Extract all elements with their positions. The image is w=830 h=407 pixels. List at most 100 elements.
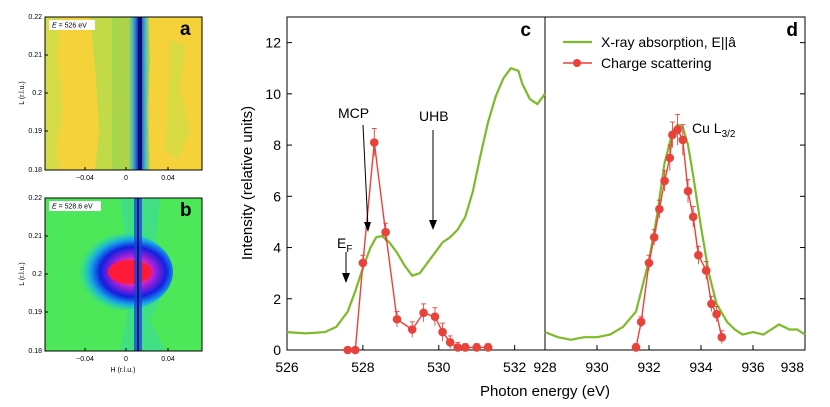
panel-label-d: d (786, 20, 798, 41)
legend-scattering-label: Charge scattering (601, 55, 712, 71)
map-b-energy-box (49, 201, 101, 211)
scattering-point (445, 338, 455, 347)
legend-absorption-label: X-ray absorption, E||â (601, 34, 736, 50)
y-axis-label: Intensity (relative units) (239, 106, 256, 260)
y-tick-label: 4 (273, 240, 281, 256)
map-a-edge-left (45, 17, 62, 170)
scattering-point (343, 345, 353, 355)
scattering-point (712, 309, 721, 319)
map-b-xtick: −0.04 (76, 356, 94, 363)
map-b-ylabel: L (r.l.u.) (19, 262, 26, 285)
scattering-point (358, 258, 368, 268)
map-b-ytick: 0.22 (28, 195, 42, 202)
map-a-ytick: 0.18 (28, 167, 42, 174)
panel-label-a: a (180, 19, 191, 40)
scattering-point (707, 299, 716, 309)
plot-frame (286, 16, 806, 351)
scattering-point (483, 343, 493, 352)
scattering-point (717, 332, 727, 342)
absorption-line-d (544, 123, 806, 341)
cu-label: Cu L (692, 120, 722, 136)
map-a-ytick: 0.19 (28, 128, 42, 135)
mcp-arrow-head (364, 222, 371, 232)
scattering-point (407, 325, 417, 334)
map-b-ytick: 0.21 (28, 233, 42, 240)
scattering-point (649, 232, 659, 242)
ef-label-sub: F (346, 244, 352, 255)
ef-label: E (337, 235, 346, 251)
map-b-ytick: 0.2 (32, 271, 42, 278)
scattering-line-c (347, 142, 489, 351)
scattering-point (631, 343, 641, 352)
x-tick-label: 532 (503, 359, 527, 375)
x-tick-label: 932 (637, 359, 661, 375)
series (286, 66, 806, 355)
map-a-xtick: 0.04 (161, 175, 175, 182)
map-b-energy-value: = 528.6 eV (57, 204, 93, 211)
map-a-stripe-core (138, 17, 142, 170)
scattering-point (655, 204, 664, 214)
y-tick-label: 2 (273, 291, 281, 307)
mcp-arrow (362, 124, 369, 229)
uhb-label: UHB (419, 108, 449, 124)
svg-text:Cu L3/2: Cu L3/2 (692, 120, 736, 140)
scattering-point (644, 258, 654, 268)
map-b-peak-core (108, 260, 152, 284)
map-a-energy-symbol: E (52, 23, 57, 30)
map-a-xtick: −0.04 (76, 175, 94, 182)
scattering-point (673, 125, 682, 135)
map-a-ytick: 0.21 (28, 52, 42, 59)
scattering-point (660, 176, 669, 186)
scattering-point (694, 250, 703, 260)
map-a-ytick: 0.2 (32, 90, 42, 97)
scattering-point (678, 135, 688, 145)
x-axis-label: Photon energy (eV) (480, 383, 610, 400)
map-b-xtick: 0 (124, 356, 128, 363)
ef-arrow-head (342, 273, 350, 283)
map-a-xtick: 0 (124, 175, 128, 182)
map-a-xticks: −0.04 0 0.04 (76, 167, 175, 182)
map-b-stripe-core (137, 198, 139, 351)
x-tick-label: 938 (781, 359, 805, 375)
y-tick-label: 6 (273, 188, 281, 204)
x-tick-label: 526 (275, 359, 299, 375)
legend: X-ray absorption, E||â Charge scattering (563, 34, 736, 71)
scattering-point (438, 327, 447, 337)
map-a-yticks: 0.22 0.21 0.2 0.19 0.18 (28, 14, 48, 174)
mcp-label: MCP (338, 105, 369, 121)
map-a-energy-box (49, 20, 95, 30)
y-tick-label: 12 (265, 35, 281, 51)
y-tick-label: 10 (265, 86, 281, 102)
svg-text:E = 526 eV: E = 526 eV (52, 23, 87, 30)
x-tick-label: 930 (585, 359, 609, 375)
scattering-point (636, 317, 646, 327)
map-panel-a: E = 526 eV a 0.22 0.21 0.2 0.19 0.18 −0.… (19, 14, 203, 182)
svg-text:E = 528.6 eV: E = 528.6 eV (52, 204, 93, 211)
y-tick-label: 8 (273, 137, 281, 153)
scattering-point (453, 343, 463, 352)
scattering-point (688, 212, 698, 222)
map-a-speckle (165, 40, 190, 160)
scattering-point (392, 314, 402, 324)
x-tick-label: 528 (351, 359, 375, 375)
map-b-xticks: −0.04 0 0.04 (76, 348, 175, 363)
map-a-energy-value: = 526 eV (57, 23, 87, 30)
uhb-arrow-head (429, 220, 437, 230)
scattering-point (369, 138, 379, 147)
map-panel-b: E = 528.6 eV b 0.22 0.21 0.2 0.19 0.18 −… (19, 195, 203, 374)
legend-scattering-marker (573, 59, 581, 67)
scattering-point (701, 266, 711, 275)
panel-label-c: c (520, 20, 531, 41)
x-tick-label: 530 (427, 359, 451, 375)
scattering-point (683, 186, 693, 196)
map-b-yticks: 0.22 0.21 0.2 0.19 0.18 (28, 195, 48, 355)
scattering-point (461, 343, 470, 352)
map-b-energy-symbol: E (52, 204, 57, 211)
scattering-line-d (635, 128, 723, 348)
map-b-ytick: 0.19 (28, 309, 42, 316)
absorption-line-c (286, 66, 546, 335)
scattering-point (419, 308, 428, 318)
svg-text:EF: EF (337, 235, 352, 255)
map-b-xtick: 0.04 (161, 356, 175, 363)
